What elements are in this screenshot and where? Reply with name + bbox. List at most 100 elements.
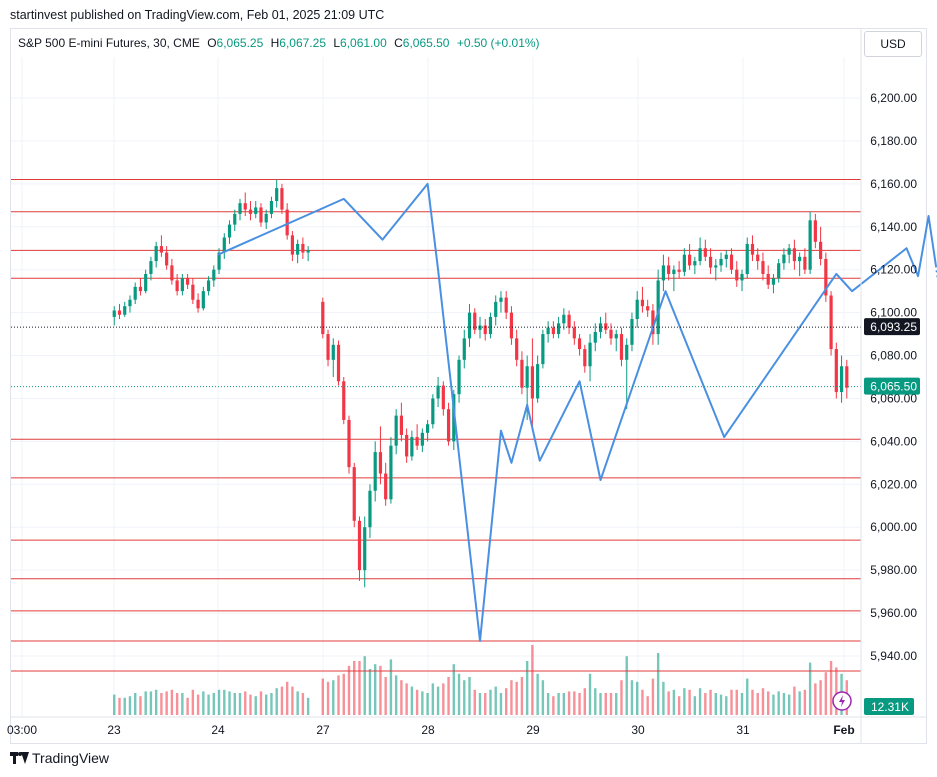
candle[interactable] <box>457 355 461 403</box>
candle[interactable] <box>363 516 367 588</box>
candle[interactable] <box>473 308 477 335</box>
candle[interactable] <box>285 203 289 240</box>
candle[interactable] <box>504 291 508 320</box>
candle[interactable] <box>572 321 576 345</box>
candle[interactable] <box>651 304 655 345</box>
candle[interactable] <box>326 329 330 367</box>
candle[interactable] <box>128 295 132 313</box>
candle[interactable] <box>394 409 398 455</box>
candle[interactable] <box>515 329 519 367</box>
candle[interactable] <box>389 437 393 504</box>
candle[interactable] <box>123 301 127 317</box>
candle[interactable] <box>206 276 211 296</box>
candle[interactable] <box>682 248 686 277</box>
candle[interactable] <box>667 256 671 281</box>
candle[interactable] <box>708 248 713 274</box>
candle[interactable] <box>598 316 603 339</box>
candle[interactable] <box>384 462 388 506</box>
candle[interactable] <box>839 355 844 403</box>
candle[interactable] <box>640 286 645 313</box>
candle[interactable] <box>745 237 749 279</box>
candle[interactable] <box>180 273 184 296</box>
candle[interactable] <box>264 209 268 229</box>
candle[interactable] <box>656 269 660 345</box>
candle[interactable] <box>735 261 739 287</box>
candle[interactable] <box>792 239 796 270</box>
candle[interactable] <box>336 340 341 386</box>
candle[interactable] <box>536 355 540 403</box>
candle[interactable] <box>583 344 587 373</box>
candle[interactable] <box>275 179 279 208</box>
candle[interactable] <box>577 334 582 356</box>
candle[interactable] <box>112 306 116 326</box>
candle[interactable] <box>248 201 253 221</box>
candle[interactable] <box>771 273 776 294</box>
candle[interactable] <box>321 297 325 339</box>
candle[interactable] <box>698 237 702 266</box>
candle[interactable] <box>201 286 205 311</box>
candle[interactable] <box>829 291 833 356</box>
candle[interactable] <box>661 254 665 292</box>
candle[interactable] <box>625 338 629 410</box>
candle[interactable] <box>787 243 791 264</box>
candle[interactable] <box>217 248 221 274</box>
candle[interactable] <box>729 248 734 274</box>
candle[interactable] <box>520 351 524 395</box>
candle[interactable] <box>238 198 242 221</box>
candle[interactable] <box>614 329 618 352</box>
candle[interactable] <box>222 233 226 259</box>
candle[interactable] <box>410 430 414 461</box>
candle[interactable] <box>191 278 195 305</box>
candle[interactable] <box>133 282 137 305</box>
candle[interactable] <box>719 252 723 272</box>
candle[interactable] <box>766 265 770 290</box>
footer-brand[interactable]: TradingView <box>10 750 109 766</box>
candle[interactable] <box>331 338 335 377</box>
candle[interactable] <box>813 213 817 249</box>
candle[interactable] <box>845 359 849 399</box>
candle[interactable] <box>693 256 697 274</box>
candle[interactable] <box>609 323 613 345</box>
candle[interactable] <box>677 261 681 279</box>
candle[interactable] <box>165 246 169 270</box>
candle[interactable] <box>352 462 356 528</box>
candle[interactable] <box>357 516 362 581</box>
candle[interactable] <box>646 299 650 317</box>
candle[interactable] <box>530 338 534 431</box>
candle[interactable] <box>243 192 247 217</box>
candle[interactable] <box>212 265 216 287</box>
candle[interactable] <box>186 273 190 290</box>
candle[interactable] <box>499 291 503 313</box>
candle[interactable] <box>233 209 237 232</box>
candle[interactable] <box>306 246 310 262</box>
candle[interactable] <box>254 201 258 219</box>
candle[interactable] <box>819 226 823 266</box>
candle[interactable] <box>808 211 812 274</box>
candle[interactable] <box>483 319 487 341</box>
candle[interactable] <box>688 243 692 270</box>
candle[interactable] <box>509 306 514 345</box>
candle[interactable] <box>280 183 284 214</box>
candle[interactable] <box>227 220 232 244</box>
candle[interactable] <box>567 310 571 335</box>
candle[interactable] <box>467 304 472 347</box>
candle[interactable] <box>588 334 592 382</box>
candle[interactable] <box>436 377 440 408</box>
candle[interactable] <box>777 258 781 283</box>
candle[interactable] <box>557 316 561 339</box>
candle[interactable] <box>724 250 728 268</box>
candle[interactable] <box>296 239 300 264</box>
candle[interactable] <box>562 308 566 330</box>
candle[interactable] <box>630 312 634 352</box>
candle[interactable] <box>494 295 498 326</box>
candle[interactable] <box>415 424 419 450</box>
candle[interactable] <box>740 269 744 292</box>
candle[interactable] <box>803 248 807 274</box>
candle[interactable] <box>604 312 608 335</box>
candle[interactable] <box>378 426 383 485</box>
candle[interactable] <box>546 321 550 343</box>
candle[interactable] <box>761 252 765 281</box>
candle[interactable] <box>170 258 174 285</box>
candle[interactable] <box>619 327 624 367</box>
candle[interactable] <box>426 419 430 442</box>
